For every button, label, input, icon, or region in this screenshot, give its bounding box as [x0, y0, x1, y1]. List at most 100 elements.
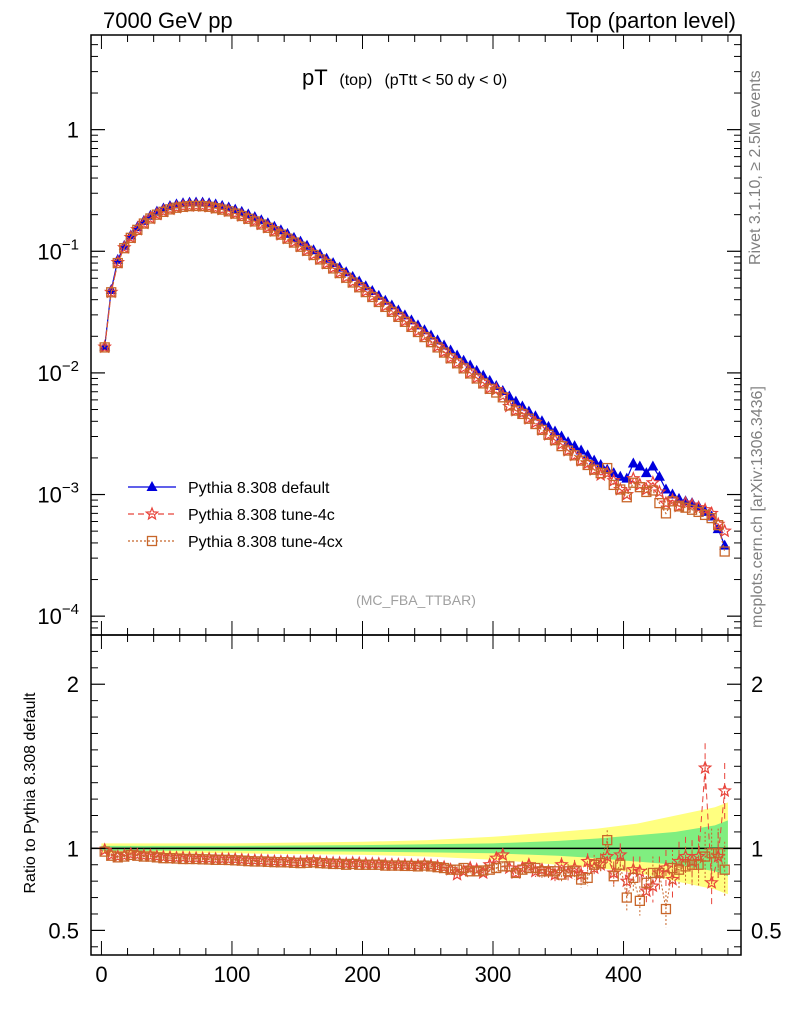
ratio-point-tune4cx	[406, 860, 417, 872]
ratio-point-tune4cx	[478, 865, 489, 876]
mcplots-reference-label: mcplots.cern.ch [arXiv:1306.3436]	[749, 386, 766, 628]
ratio-point-tune4c	[626, 862, 641, 876]
tune4cx-point	[713, 520, 724, 531]
default-point	[105, 284, 117, 295]
tune4cx-point	[243, 213, 254, 224]
ratio-point-tune4cx	[341, 859, 352, 870]
ratio-point-tune4cx	[673, 864, 685, 875]
ratio-point-tune4cx	[138, 851, 150, 862]
ratio-point-tune4cx	[491, 862, 502, 874]
ratio-point-tune4cx	[145, 851, 156, 862]
tune4cx-point	[706, 512, 717, 524]
tune4cx-point	[158, 206, 169, 217]
ratio-point-tune4cx	[347, 858, 358, 870]
tune4c-point	[652, 484, 667, 499]
ratio-y-tick-label-right: 1	[751, 836, 763, 861]
ratio-y-tick-label: 0.5	[48, 918, 79, 943]
ratio-point-tune4cx	[569, 866, 580, 877]
main-panel: pT (top) (pTtt < 50 dy < 0) (MC_FBA_TTBA…	[37, 34, 742, 636]
ratio-point-tune4cx	[562, 866, 574, 877]
tune4cx-point	[177, 201, 189, 212]
ratio-point-tune4cx	[484, 864, 495, 875]
y-tick-base: 10	[37, 239, 61, 264]
default-point	[719, 539, 731, 550]
ratio-point-tune4cx	[432, 862, 443, 873]
tune4cx-point	[543, 429, 554, 440]
title-sub-top: (top)	[339, 72, 372, 89]
ratio-point-tune4cx	[151, 852, 163, 863]
ratio-point-tune4cx	[334, 858, 345, 870]
tune4cx-point	[497, 392, 508, 403]
ratio-point-tune4cx	[190, 853, 202, 865]
ratio-point-tune4cx	[158, 853, 169, 864]
default-point	[125, 229, 137, 240]
analysis-watermark: (MC_FBA_TTBAR)	[356, 592, 476, 608]
legend-marker-star	[144, 506, 160, 521]
tune4cx-point	[478, 378, 489, 389]
tune4cx-point	[615, 484, 626, 495]
default-point	[634, 460, 646, 471]
tune4cx-point	[549, 434, 561, 446]
tune4cx-point	[236, 210, 247, 222]
ratio-point-tune4cx	[380, 860, 391, 871]
y-tick-base: 10	[37, 483, 61, 508]
ratio-point-tune4cx	[595, 857, 606, 869]
ratio-y-axis-label: Ratio to Pythia 8.308 default	[22, 692, 39, 894]
tune4cx-point	[660, 508, 672, 519]
ratio-point-tune4cx	[628, 872, 639, 884]
ratio-point-tune4c	[619, 873, 635, 888]
ratio-point-tune4cx	[360, 859, 371, 870]
ratio-point-tune4cx	[256, 856, 267, 867]
ratio-point-tune4cx	[589, 859, 600, 870]
tune4cx-point	[184, 200, 195, 212]
ratio-point-tune4cx	[510, 867, 521, 879]
default-point	[621, 472, 633, 483]
ratio-point-tune4c	[632, 863, 648, 878]
ratio-point-tune4cx	[295, 857, 306, 869]
tune4cx-point	[262, 222, 274, 233]
tune4cx-point	[132, 224, 143, 236]
beam-energy-label: 7000 GeV pp	[103, 8, 233, 33]
tune4cx-point	[647, 485, 659, 496]
ratio-point-tune4cx	[243, 855, 254, 867]
tune4cx-point	[197, 200, 208, 212]
y-tick-exponent: −4	[62, 601, 79, 618]
legend-label-0: Pythia 8.308 default	[188, 480, 330, 497]
tune4c-point	[626, 471, 641, 485]
tune4cx-point	[217, 204, 228, 215]
title-sub-cut: (pTtt < 50 dy < 0)	[384, 72, 507, 89]
y-tick-base: 1	[67, 118, 79, 143]
ratio-point-tune4cx	[556, 869, 567, 880]
ratio-point-tune4cx	[667, 862, 678, 874]
default-point	[608, 467, 620, 478]
default-point	[653, 470, 665, 481]
ratio-point-tune4cx	[236, 855, 247, 866]
tune4cx-point	[589, 464, 600, 475]
tune4cx-point	[510, 405, 521, 416]
x-tick-label: 200	[344, 962, 381, 987]
ratio-point-tune4cx	[699, 851, 711, 862]
tune4cx-point	[112, 257, 123, 269]
tune4cx-point	[269, 226, 280, 237]
ratio-point-tune4cx	[327, 858, 339, 870]
y-tick-exponent: −3	[62, 480, 79, 497]
ratio-point-tune4cx	[223, 854, 234, 866]
tune4cx-point	[686, 504, 698, 515]
ratio-y-tick-label: 1	[67, 836, 79, 861]
ratio-point-tune4cx	[399, 860, 411, 872]
ratio-y-tick-label-right: 0.5	[751, 918, 782, 943]
tune4cx-point	[119, 243, 130, 254]
y-tick-label: 1	[67, 118, 79, 143]
tune4cx-point	[569, 450, 580, 461]
ratio-point-tune4cx	[445, 864, 456, 875]
legend-label-2: Pythia 8.308 tune-4cx	[188, 534, 343, 551]
default-point	[575, 444, 587, 455]
default-point	[588, 454, 600, 465]
ratio-point-tune4cx	[660, 903, 672, 915]
ratio-point-tune4cx	[536, 866, 548, 877]
legend-marker-square	[146, 535, 158, 547]
ratio-point-tune4cx	[438, 862, 450, 874]
tune4cx-point	[523, 413, 535, 424]
y-tick-label: 10−1	[37, 236, 79, 264]
